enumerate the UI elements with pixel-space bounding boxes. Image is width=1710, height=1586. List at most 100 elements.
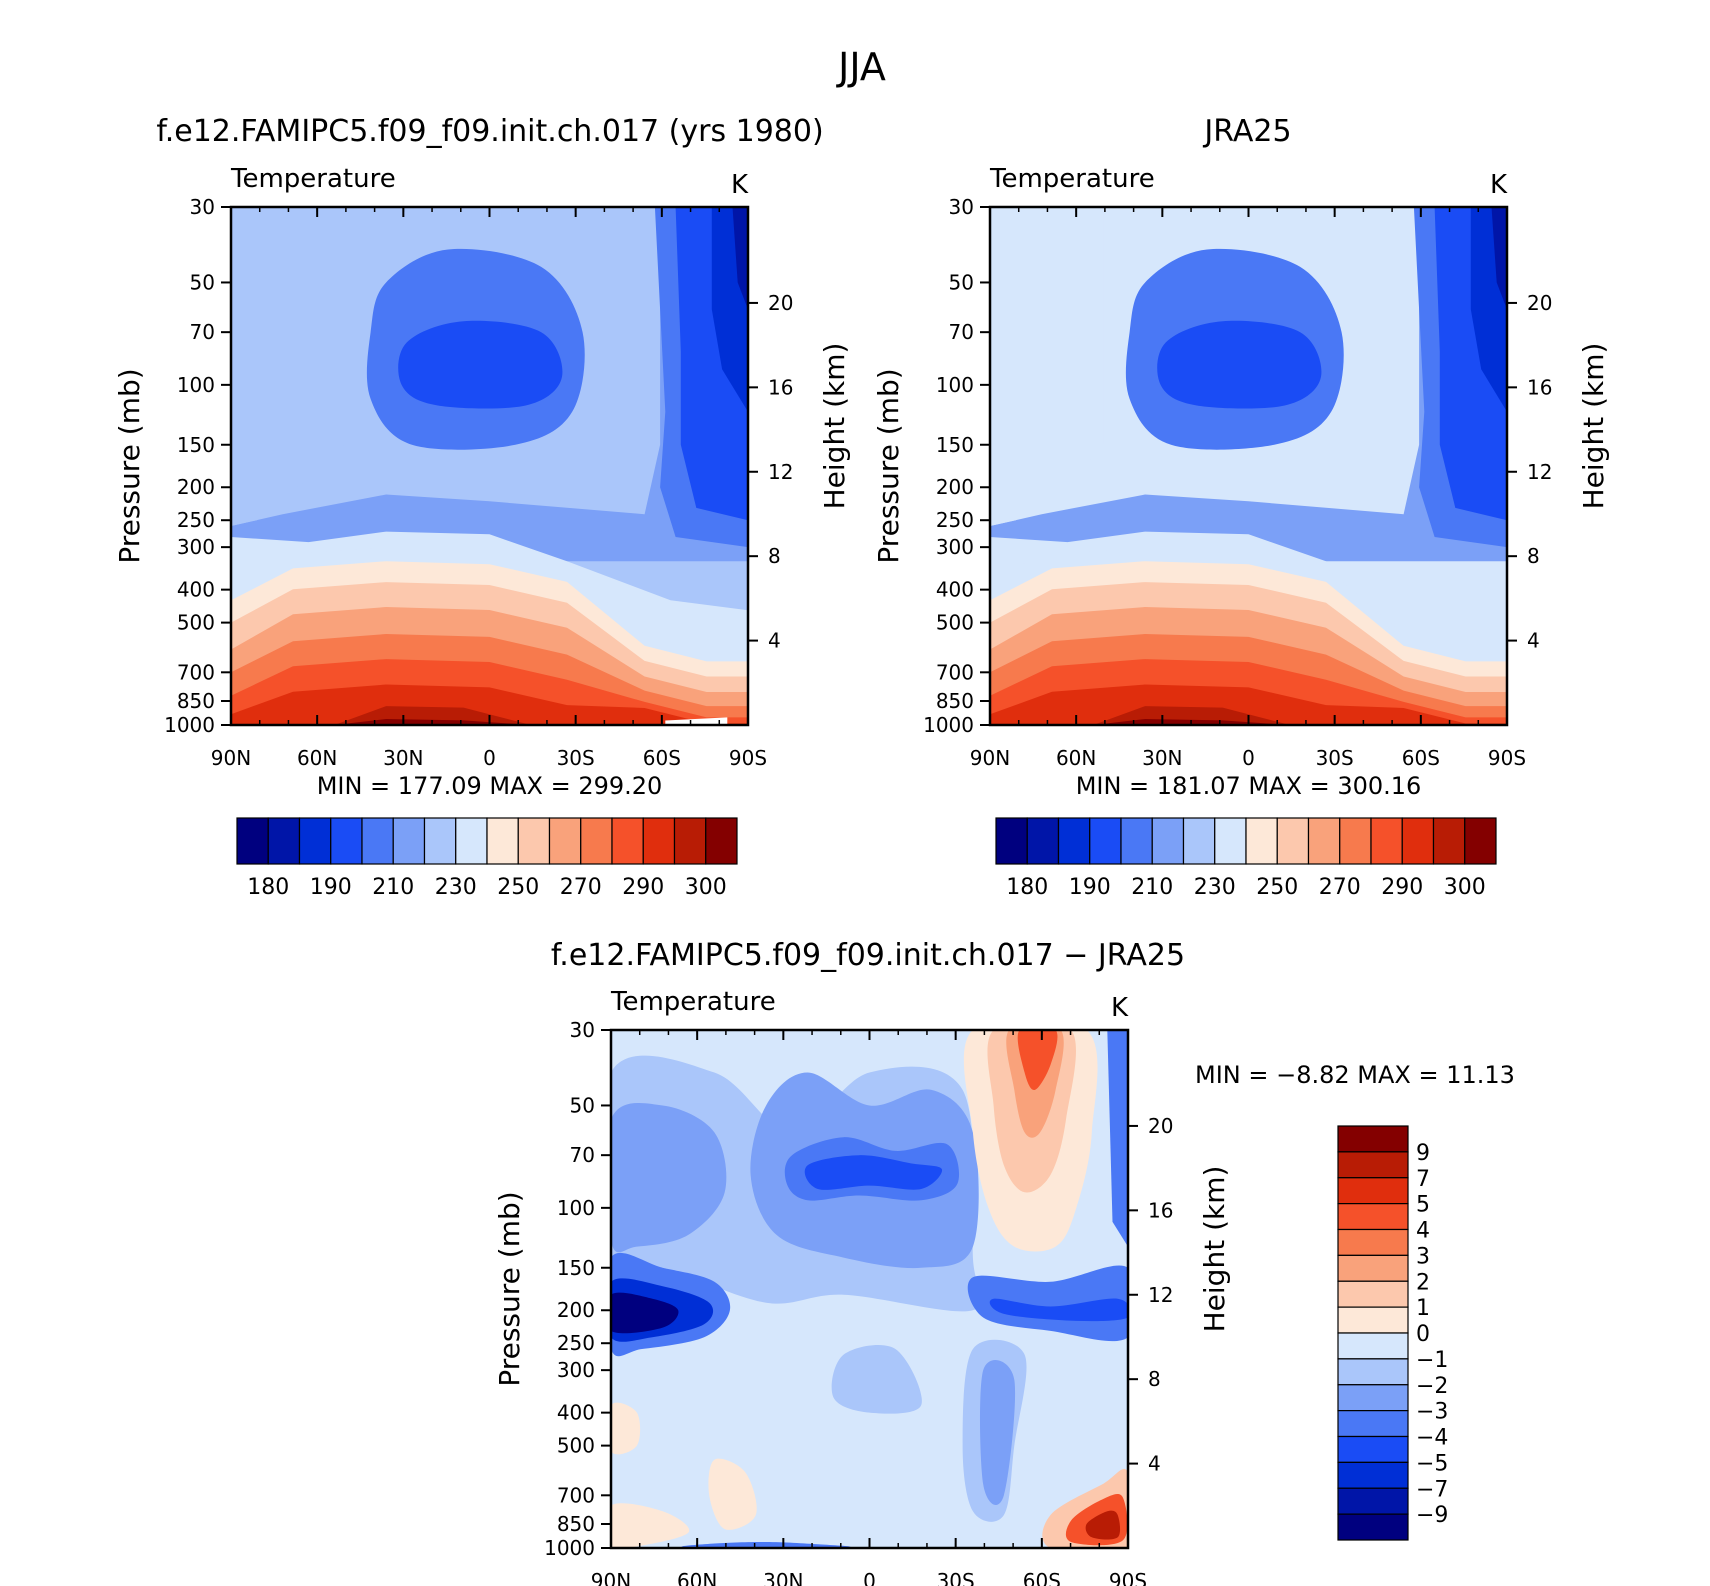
y-tick-label: 70	[949, 320, 974, 344]
colorbar-swatch	[423, 817, 457, 865]
x-tick-label: 30S	[1316, 746, 1354, 770]
contour-tropical-3	[398, 320, 563, 409]
y-tick-label: 700	[557, 1483, 595, 1507]
y-tick-label: 850	[177, 689, 215, 713]
panel-subtitle-left: Temperature	[989, 164, 1155, 194]
y2-tick-label: 4	[768, 629, 781, 653]
colorbar-swatch	[298, 817, 332, 865]
y-tick-label: 1000	[923, 713, 974, 737]
y2-tick-label: 4	[1148, 1452, 1161, 1476]
x-tick-label: 90S	[1109, 1569, 1147, 1586]
colorbar-label: 180	[247, 875, 289, 900]
contour-south-1	[1491, 207, 1507, 310]
min-max-text: MIN = 177.09 MAX = 299.20	[317, 772, 663, 800]
y-tick-label: 300	[936, 535, 974, 559]
y-tick-label: 100	[177, 373, 215, 397]
y-tick-label: 150	[936, 433, 974, 457]
colorbar-swatch	[1026, 817, 1060, 865]
contour-south-1	[732, 207, 748, 310]
y-tick-label: 1000	[164, 713, 215, 737]
x-tick-label: 60S	[643, 746, 681, 770]
colorbar-label: 210	[1131, 875, 1173, 900]
x-tick-label: 60N	[1056, 746, 1096, 770]
colorbar-swatch	[486, 817, 519, 865]
colorbar-swatch	[1337, 1487, 1409, 1515]
x-tick-label: 90N	[591, 1569, 631, 1586]
y2-tick-label: 16	[1148, 1198, 1173, 1222]
y-tick-label: 200	[557, 1298, 595, 1322]
contour-band-6	[231, 684, 748, 725]
colorbar-swatch	[1464, 817, 1497, 865]
colorbar-swatch	[995, 817, 1028, 865]
colorbar-label: 300	[1444, 875, 1486, 900]
y-tick-label: 500	[936, 611, 974, 635]
colorbar-swatch	[1337, 1461, 1409, 1489]
x-tick-label: 90S	[1488, 746, 1526, 770]
x-tick-label: 90N	[211, 746, 251, 770]
contour-30s-minus3	[979, 1359, 1016, 1506]
colorbar-swatch	[1307, 817, 1341, 865]
colorbar-label: 230	[1194, 875, 1236, 900]
x-tick-label: 60N	[297, 746, 337, 770]
colorbar-label: 2	[1416, 1270, 1430, 1295]
panel-obs: JRA25 90N 60N 30N 0 30S 60S 90S 30 50 70 100 150 200 2…	[872, 114, 1610, 900]
x-tick-label: 60S	[1023, 1569, 1061, 1586]
colorbar-label: 1	[1416, 1296, 1430, 1321]
colorbar-label: 9	[1416, 1141, 1430, 1166]
panel-diff: f.e12.FAMIPC5.f09_f09.init.ch.017 − JRA2…	[493, 938, 1515, 1586]
y-tick-label: 30	[570, 1018, 595, 1042]
colorbar-swatch	[1337, 1177, 1409, 1205]
contour-field	[990, 207, 1507, 725]
x-tick-label: 0	[863, 1569, 876, 1586]
x-tick-label: 30S	[557, 746, 595, 770]
colorbar-label: 290	[1381, 875, 1423, 900]
y2-tick-label: 12	[768, 460, 793, 484]
colorbar-label: 190	[1069, 875, 1111, 900]
y-tick-label: 400	[177, 578, 215, 602]
contour-field	[231, 207, 748, 725]
contour-60n-warm	[708, 1458, 757, 1530]
colorbar-swatch	[611, 817, 644, 865]
x-tick-label: 30N	[763, 1569, 803, 1586]
colorbar-label: 300	[685, 875, 727, 900]
colorbar-swatch	[267, 817, 301, 865]
panel-title: f.e12.FAMIPC5.f09_f09.init.ch.017 (yrs 1…	[156, 114, 823, 149]
contour-north-upper	[231, 207, 345, 526]
contour-minus5	[804, 1155, 943, 1190]
colorbar-swatch	[1337, 1280, 1409, 1308]
min-max-text: MIN = −8.82 MAX = 11.13	[1195, 1061, 1515, 1089]
colorbar-swatch	[642, 817, 676, 865]
colorbar-swatch	[1245, 817, 1278, 865]
colorbar-swatch	[1337, 1228, 1409, 1256]
y-tick-label: 100	[936, 373, 974, 397]
contour-south-minus5	[989, 1298, 1128, 1322]
colorbar-swatch	[330, 817, 363, 865]
x-tick-label: 30S	[937, 1569, 975, 1586]
y2-tick-label: 12	[1527, 460, 1552, 484]
contour-north-warm	[611, 1402, 641, 1455]
colorbar-label: 4	[1416, 1219, 1430, 1244]
colorbar-label: −5	[1416, 1451, 1448, 1476]
y-tick-label: 200	[936, 475, 974, 499]
y-tick-label: 250	[177, 508, 215, 532]
colorbar-swatch	[1337, 1306, 1409, 1334]
contour-north-minus9	[611, 1292, 679, 1334]
x-tick-label: 90N	[970, 746, 1010, 770]
y-tick-label: 400	[557, 1401, 595, 1425]
colorbar-label: 290	[622, 875, 664, 900]
y-tick-label: 30	[949, 195, 974, 219]
y2-axis-label: Height (km)	[818, 343, 851, 510]
colorbar-label: 7	[1416, 1167, 1430, 1192]
colorbar-label: −1	[1416, 1348, 1448, 1373]
colorbar-swatch	[1120, 817, 1153, 865]
panel-subtitle-left: Temperature	[610, 987, 776, 1017]
colorbar-swatch	[548, 817, 582, 865]
colorbar-swatch	[361, 817, 394, 865]
colorbar-label: 250	[1256, 875, 1298, 900]
y-tick-label: 30	[190, 195, 215, 219]
y-tick-label: 150	[557, 1256, 595, 1280]
terrain-mask	[665, 717, 728, 725]
colorbar-swatch	[517, 817, 551, 865]
colorbar-label: −9	[1416, 1503, 1448, 1528]
